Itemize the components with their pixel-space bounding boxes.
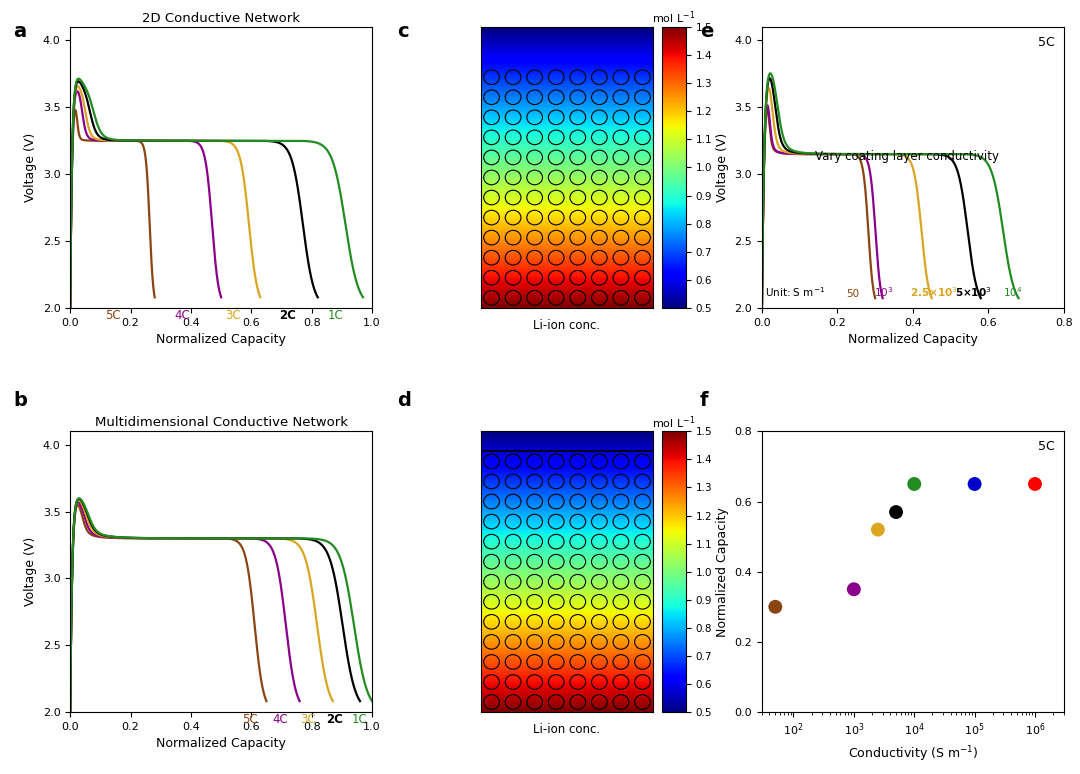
Text: Li-ion conc.: Li-ion conc. [534, 724, 600, 736]
Text: 1C: 1C [352, 713, 368, 726]
Title: Multidimensional Conductive Network: Multidimensional Conductive Network [95, 416, 348, 429]
Text: Vary coating layer conductivity: Vary coating layer conductivity [814, 149, 999, 163]
Text: Unit: S m$^{-1}$: Unit: S m$^{-1}$ [765, 286, 825, 300]
X-axis label: Normalized Capacity: Normalized Capacity [157, 333, 286, 346]
Text: 2C: 2C [279, 309, 296, 321]
Text: a: a [13, 22, 26, 41]
Point [1026, 478, 1043, 490]
Text: 50: 50 [847, 289, 860, 300]
Y-axis label: Voltage (V): Voltage (V) [24, 133, 37, 202]
Text: c: c [397, 22, 409, 41]
Text: Li-ion conc.: Li-ion conc. [534, 319, 600, 332]
Point [869, 523, 887, 536]
Text: 4C: 4C [174, 309, 190, 321]
Point [906, 478, 923, 490]
Point [767, 601, 784, 613]
Text: 1C: 1C [328, 309, 343, 321]
Point [846, 583, 863, 595]
Text: 3C: 3C [226, 309, 241, 321]
X-axis label: Conductivity (S m$^{-1}$): Conductivity (S m$^{-1}$) [848, 744, 978, 764]
Text: e: e [700, 22, 713, 41]
Text: 3C: 3C [300, 713, 315, 726]
Text: b: b [13, 391, 27, 410]
X-axis label: Normalized Capacity: Normalized Capacity [157, 738, 286, 750]
X-axis label: Normalized Capacity: Normalized Capacity [848, 333, 977, 346]
Text: d: d [397, 391, 411, 410]
Text: 2.5×10$^3$: 2.5×10$^3$ [909, 286, 958, 300]
Text: f: f [700, 391, 708, 410]
Text: 5C: 5C [105, 309, 120, 321]
Point [966, 478, 983, 490]
Y-axis label: Voltage (V): Voltage (V) [716, 133, 729, 202]
Text: 10$^3$: 10$^3$ [874, 286, 893, 300]
Text: 5C: 5C [242, 713, 258, 726]
Text: 4C: 4C [272, 713, 288, 726]
Text: 5C: 5C [1038, 440, 1055, 453]
Title: 2D Conductive Network: 2D Conductive Network [143, 12, 300, 25]
Y-axis label: Voltage (V): Voltage (V) [24, 537, 37, 606]
Text: 2C: 2C [326, 713, 343, 726]
Y-axis label: Normalized Capacity: Normalized Capacity [716, 507, 729, 637]
Text: 5C: 5C [1038, 36, 1055, 49]
Text: 10$^4$: 10$^4$ [1003, 286, 1023, 300]
Text: 5×10$^3$: 5×10$^3$ [955, 286, 991, 300]
Point [888, 506, 905, 519]
